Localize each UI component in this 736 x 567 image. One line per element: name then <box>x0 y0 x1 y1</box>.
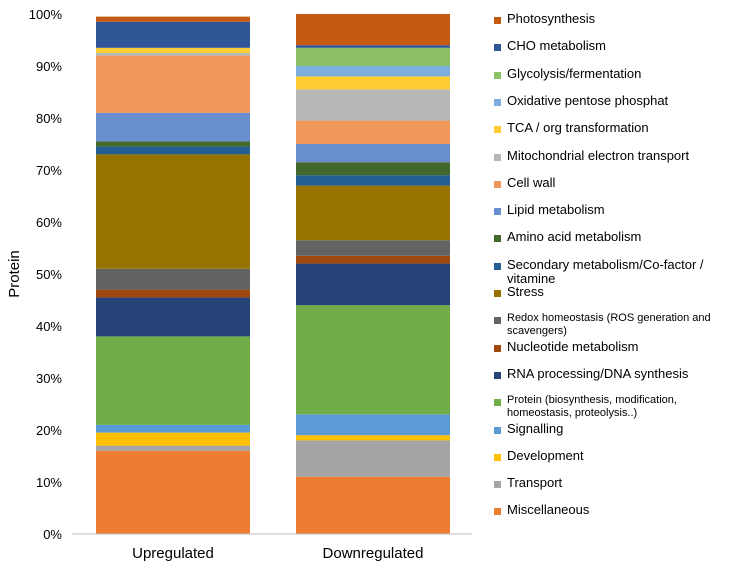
bar-segment <box>296 47 450 66</box>
legend-swatch <box>494 44 501 52</box>
bar-segment <box>96 424 250 433</box>
y-tick-label: 30% <box>36 371 62 386</box>
bar-segment <box>96 268 250 290</box>
bar-segment <box>96 432 250 446</box>
bar-segment <box>296 66 450 77</box>
bar-segment <box>296 162 450 176</box>
bar-segment <box>96 16 250 22</box>
bar-segment <box>296 45 450 48</box>
legend-label: Signalling <box>507 420 564 436</box>
bar-segment <box>296 120 450 144</box>
bar-segment <box>96 47 250 53</box>
y-tick-label: 10% <box>36 475 62 490</box>
legend-swatch <box>494 508 501 516</box>
legend-label: Oxidative pentose phosphat <box>507 92 669 108</box>
bar-segment <box>296 305 450 415</box>
bar-segment <box>296 476 450 534</box>
bar-segment <box>296 435 450 441</box>
bar-segment <box>296 175 450 186</box>
legend-label: RNA processing/DNA synthesis <box>507 365 689 381</box>
y-axis-label: Protein <box>6 250 23 298</box>
bar-segment <box>296 76 450 90</box>
legend-swatch <box>494 481 501 489</box>
bar-segment <box>96 154 250 269</box>
legend-label: Lipid metabolism <box>507 202 605 218</box>
legend-label: Amino acid metabolism <box>507 229 642 245</box>
legend-label: Transport <box>507 475 563 491</box>
bar-segment <box>96 445 250 451</box>
legend-swatch <box>494 317 501 325</box>
bars <box>96 14 450 534</box>
legend-label: CHO metabolism <box>507 38 606 54</box>
legend-swatch <box>494 126 501 134</box>
bar-segment <box>296 255 450 264</box>
legend-label: Glycolysis/fermentation <box>507 65 642 81</box>
legend-label: Mitochondrial electron transport <box>507 147 690 163</box>
legend-label: Secondary metabolism/Co-factor / vitamin… <box>507 256 704 286</box>
x-axis-ticks: Upregulated Downregulated <box>132 545 423 562</box>
legend-label: TCA / org transformation <box>507 120 649 136</box>
bar-segment <box>96 146 250 155</box>
y-tick-label: 70% <box>36 163 62 178</box>
bar-segment <box>96 53 250 56</box>
bar-segment <box>96 336 250 425</box>
legend-label: Stress <box>507 284 544 299</box>
legend-label: Redox homeostasis (ROS generation and sc… <box>507 312 711 338</box>
bar-segment <box>296 14 450 46</box>
bar-segment <box>96 450 250 534</box>
y-tick-label: 100% <box>29 7 63 22</box>
legend-swatch <box>494 290 501 297</box>
legend-label: Cell wall <box>507 174 556 190</box>
legend-label: Development <box>507 447 584 463</box>
legend-swatch <box>494 371 501 379</box>
legend-swatch <box>494 235 501 243</box>
bar-segment <box>96 21 250 48</box>
bar-segment <box>96 297 250 337</box>
legend-label: Protein (biosynthesis, modification, hom… <box>507 394 677 420</box>
bar-segment <box>296 144 450 163</box>
legend-swatch <box>494 453 501 461</box>
legend-swatch <box>494 426 501 434</box>
legend-swatch <box>494 71 501 79</box>
bar-segment <box>296 89 450 121</box>
legend-swatch <box>494 262 501 270</box>
bar-segment <box>296 185 450 241</box>
y-tick-label: 20% <box>36 423 62 438</box>
bar-segment <box>96 112 250 142</box>
y-axis-ticks: 0% 10% 20% 30% 40% 50% 60% 70% 80% 90% 100% <box>29 7 63 542</box>
y-tick-label: 40% <box>36 319 62 334</box>
y-tick-label: 0% <box>43 527 62 542</box>
legend-swatch <box>494 17 501 24</box>
legend-swatch <box>494 180 501 188</box>
legend-swatch <box>494 153 501 161</box>
bar-segment <box>96 55 250 113</box>
bar-segment <box>96 141 250 147</box>
bar-segment <box>296 414 450 436</box>
x-tick-label: Downregulated <box>323 545 424 562</box>
x-tick-label: Upregulated <box>132 545 214 562</box>
bar-segment <box>296 240 450 256</box>
legend-label: Miscellaneous <box>507 502 590 518</box>
y-tick-label: 80% <box>36 111 62 126</box>
bar-segment <box>296 440 450 477</box>
legend-label: Nucleotide metabolism <box>507 338 639 354</box>
bar-segment <box>296 263 450 306</box>
legend-swatch <box>494 399 501 407</box>
legend-swatch <box>494 344 501 352</box>
bar-segment <box>96 289 250 298</box>
y-tick-label: 50% <box>36 267 62 282</box>
y-tick-label: 90% <box>36 59 62 74</box>
legend-swatch <box>494 208 501 216</box>
y-tick-label: 60% <box>36 215 62 230</box>
legend-label: Photosynthesis <box>507 11 596 26</box>
legend-swatch <box>494 98 501 106</box>
